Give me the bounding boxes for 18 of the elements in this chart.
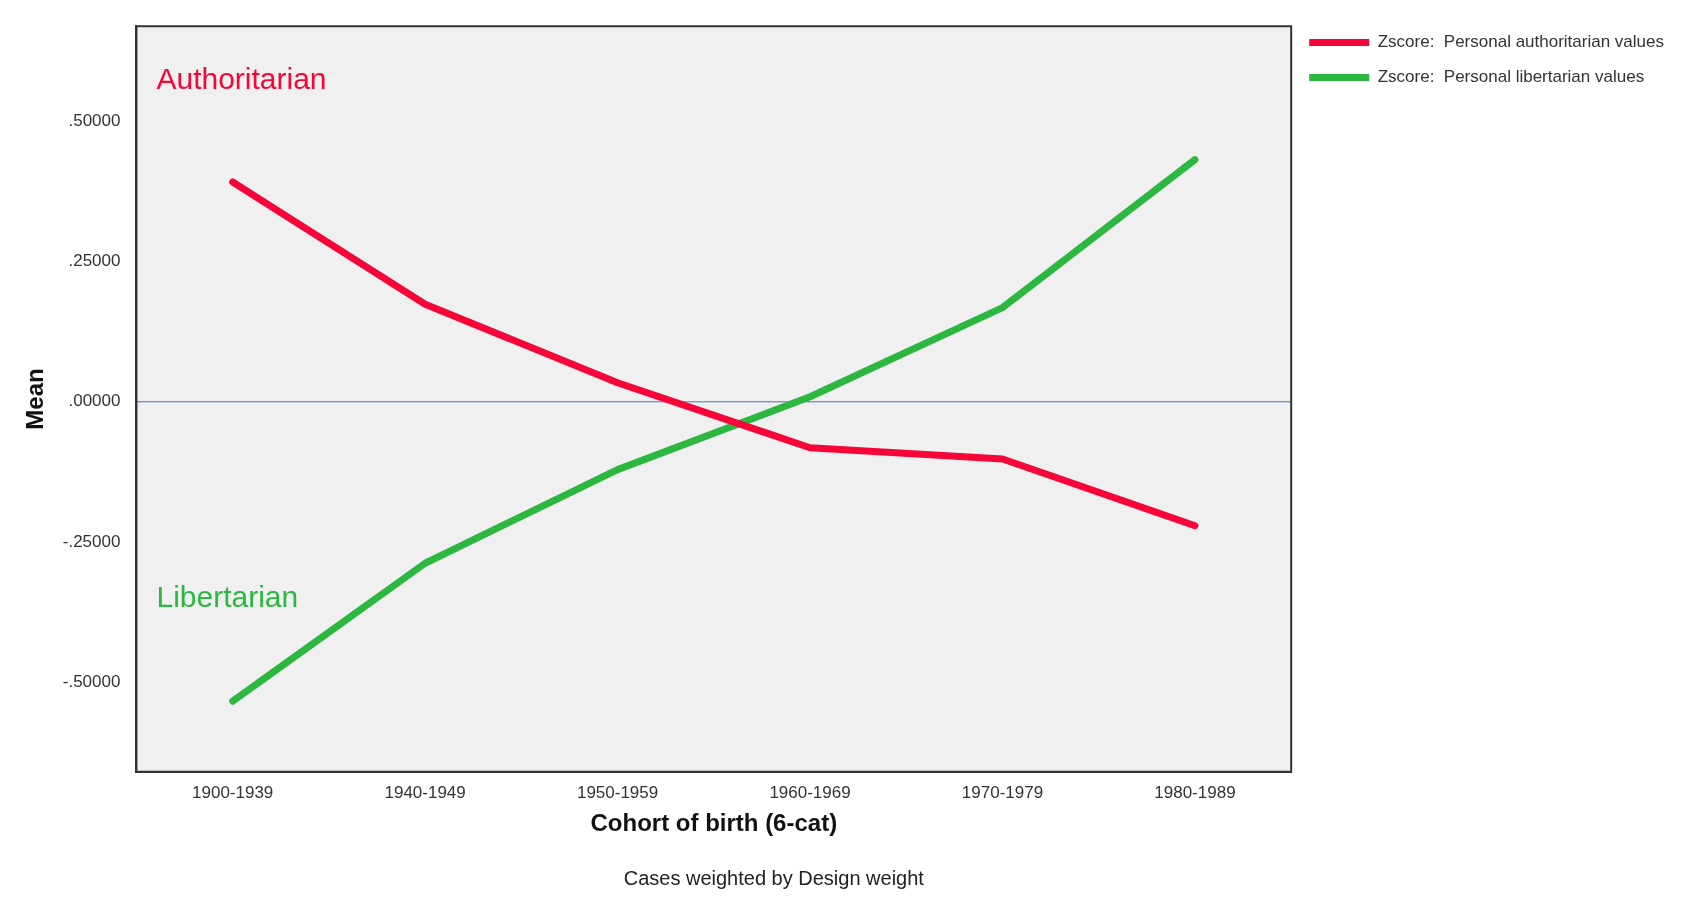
annotation: Authoritarian bbox=[156, 62, 327, 96]
legend-label: Zscore: Personal libertarian values bbox=[1377, 67, 1645, 87]
text: Cases weighted by Design weight bbox=[623, 866, 925, 889]
x-tick-label: 1980-1989 bbox=[1154, 782, 1236, 802]
x-axis-title: Cohort of birth (6-cat) bbox=[590, 809, 838, 837]
y-tick-label: .00000 bbox=[68, 391, 121, 411]
x-tick-label: 1900-1939 bbox=[192, 782, 274, 802]
annotation: Libertarian bbox=[156, 580, 299, 614]
y-tick-label: .25000 bbox=[68, 251, 121, 271]
y-axis-title: Mean bbox=[21, 368, 49, 430]
y-tick-label: -.50000 bbox=[62, 671, 121, 691]
x-tick-label: 1940-1949 bbox=[384, 782, 466, 802]
legend-label: Zscore: Personal authoritarian values bbox=[1377, 32, 1664, 52]
x-tick-label: 1950-1959 bbox=[576, 782, 659, 802]
y-tick-label: .50000 bbox=[68, 111, 121, 131]
x-tick-label: 1970-1979 bbox=[961, 782, 1044, 802]
y-tick-label: -.25000 bbox=[62, 531, 121, 551]
x-tick-label: 1960-1969 bbox=[769, 782, 851, 802]
